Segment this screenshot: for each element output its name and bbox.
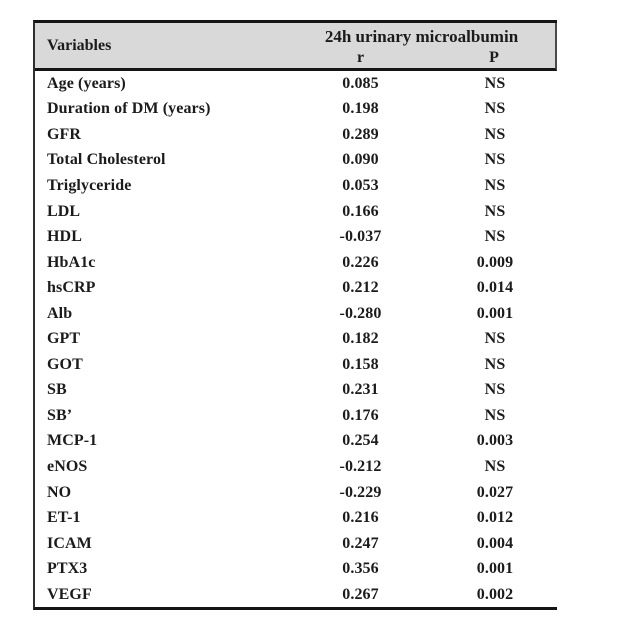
p-value: 0.001 — [476, 560, 514, 578]
column-header-p: P — [489, 48, 499, 66]
table-row: LDL 0.166 NS — [35, 199, 557, 225]
table-row: Alb -0.280 0.001 — [35, 301, 557, 327]
r-value: 0.090 — [342, 151, 379, 169]
variable-name: SB’ — [47, 406, 73, 424]
p-value: 0.002 — [476, 585, 514, 603]
table-row: GPT 0.182 NS — [35, 326, 557, 352]
table-row: GFR 0.289 NS — [35, 122, 557, 148]
r-value: 0.356 — [342, 560, 379, 578]
column-header-r: r — [356, 48, 365, 66]
p-value: 0.009 — [476, 253, 514, 271]
r-value: -0.229 — [339, 483, 382, 501]
p-value: NS — [484, 125, 506, 143]
p-value: 0.012 — [476, 509, 514, 527]
p-value: NS — [484, 406, 506, 424]
variable-name: HbA1c — [47, 253, 96, 271]
r-value: 0.254 — [342, 432, 379, 450]
column-header-variables: Variables — [47, 36, 112, 54]
table-row: HbA1c 0.226 0.009 — [35, 250, 557, 276]
variable-name: Duration of DM (years) — [47, 100, 211, 118]
variable-name: GOT — [47, 355, 83, 373]
p-value: NS — [484, 381, 506, 399]
column-header-24h-urinary-microalbumin: 24h urinary microalbumin — [324, 26, 519, 46]
variable-name: LDL — [47, 202, 81, 220]
r-value: 0.166 — [342, 202, 379, 220]
p-value: 0.014 — [476, 279, 514, 297]
table-row: Total Cholesterol 0.090 NS — [35, 148, 557, 174]
variable-name: HDL — [47, 228, 82, 246]
p-value: 0.004 — [476, 534, 514, 552]
variable-name: Total Cholesterol — [47, 151, 166, 169]
table-row: Age (years) 0.085 NS — [35, 71, 557, 97]
r-value: 0.216 — [342, 509, 379, 527]
variable-name: ET-1 — [47, 509, 81, 527]
variable-name: eNOS — [47, 457, 88, 475]
r-value: 0.176 — [342, 406, 379, 424]
table-row: VEGF 0.267 0.002 — [35, 582, 557, 608]
variable-name: SB — [47, 381, 67, 399]
r-value: 0.267 — [342, 585, 379, 603]
r-value: -0.037 — [339, 228, 382, 246]
variable-name: Triglyceride — [47, 176, 132, 194]
p-value: NS — [484, 151, 506, 169]
table-row: MCP-1 0.254 0.003 — [35, 429, 557, 455]
p-value: 0.003 — [476, 432, 514, 450]
variable-name: VEGF — [47, 585, 92, 603]
r-value: -0.212 — [339, 457, 382, 475]
r-value: 0.289 — [342, 125, 379, 143]
r-value: 0.053 — [342, 176, 379, 194]
variable-name: ICAM — [47, 534, 92, 552]
correlation-table: Variables 24h urinary microalbumin r P A… — [33, 20, 557, 611]
p-value: NS — [484, 457, 506, 475]
p-value: NS — [484, 202, 506, 220]
table-row: Duration of DM (years) 0.198 NS — [35, 97, 557, 123]
r-value: 0.226 — [342, 253, 379, 271]
table-row: GOT 0.158 NS — [35, 352, 557, 378]
variable-name: GFR — [47, 125, 82, 143]
variable-name: GPT — [47, 330, 81, 348]
table-row: ET-1 0.216 0.012 — [35, 505, 557, 531]
variable-name: MCP-1 — [47, 432, 98, 450]
table-row: eNOS -0.212 NS — [35, 454, 557, 480]
p-value: NS — [484, 74, 506, 92]
p-value: 0.001 — [476, 304, 514, 322]
table-row: Triglyceride 0.053 NS — [35, 173, 557, 199]
p-value: 0.027 — [476, 483, 514, 501]
variable-name: PTX3 — [47, 560, 88, 578]
r-value: 0.212 — [342, 279, 379, 297]
table-row: SB’ 0.176 NS — [35, 403, 557, 429]
variable-name: Alb — [47, 304, 73, 322]
r-value: 0.198 — [342, 100, 379, 118]
r-value: 0.231 — [342, 381, 379, 399]
r-value: 0.085 — [342, 74, 379, 92]
r-value: 0.182 — [342, 330, 379, 348]
r-value: -0.280 — [339, 304, 382, 322]
variable-name: hsCRP — [47, 279, 96, 297]
table-header: Variables 24h urinary microalbumin r P — [35, 23, 557, 71]
p-value: NS — [484, 100, 506, 118]
p-value: NS — [484, 330, 506, 348]
variable-name: Age (years) — [47, 74, 126, 92]
table-row: hsCRP 0.212 0.014 — [35, 275, 557, 301]
variable-name: NO — [47, 483, 72, 501]
p-value: NS — [484, 355, 506, 373]
sub-header-row: r P — [288, 48, 555, 68]
table-row: PTX3 0.356 0.001 — [35, 556, 557, 582]
table-row: NO -0.229 0.027 — [35, 480, 557, 506]
table-body: Age (years) 0.085 NS Duration of DM (yea… — [35, 71, 557, 608]
r-value: 0.158 — [342, 355, 379, 373]
table-row: SB 0.231 NS — [35, 378, 557, 404]
p-value: NS — [484, 176, 506, 194]
column-header-group: 24h urinary microalbumin r P — [288, 23, 555, 68]
table-row: ICAM 0.247 0.004 — [35, 531, 557, 557]
r-value: 0.247 — [342, 534, 379, 552]
table-row: HDL -0.037 NS — [35, 224, 557, 250]
p-value: NS — [484, 228, 506, 246]
